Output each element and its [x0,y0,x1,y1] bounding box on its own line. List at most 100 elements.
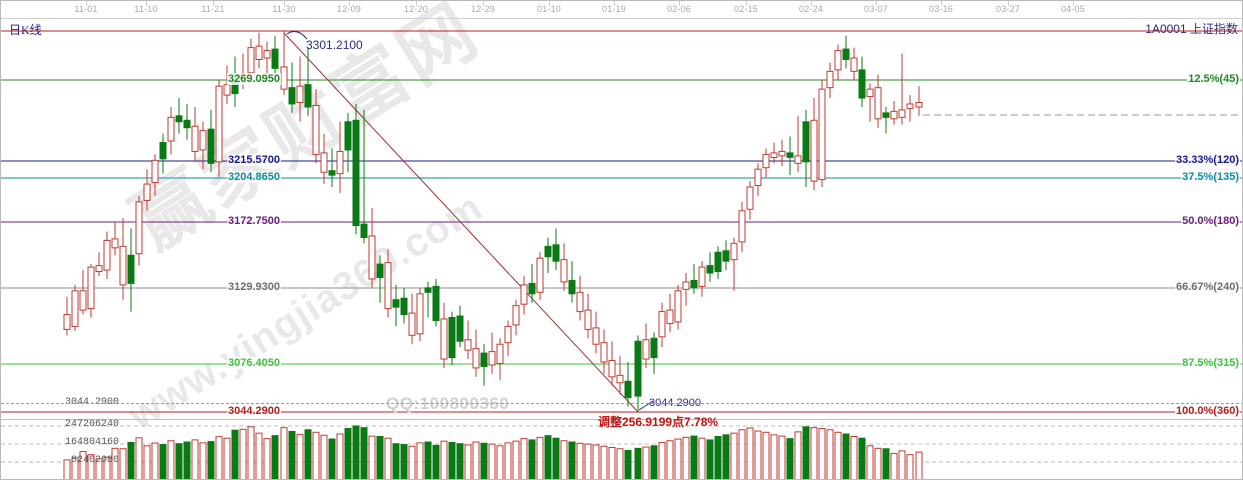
candle-body [528,282,536,295]
candle-body [576,291,584,313]
candlestick [682,273,690,306]
volume-bar [119,448,127,479]
volume-bar [440,440,448,479]
volume-bar [650,445,658,479]
candlestick [472,329,480,377]
candlestick [520,275,528,315]
volume-bar [488,443,496,479]
candlestick [488,332,496,374]
volume-bar [215,436,223,479]
date-tick-label: 11-01 [74,4,98,14]
volume-bar [706,439,714,479]
candlestick [95,252,103,276]
volume-bar [320,434,328,479]
candlestick [874,74,882,128]
candle-body [159,142,167,160]
candlestick [271,35,279,78]
date-tick-label: 01-19 [601,4,627,14]
volume-bar [127,441,135,479]
candlestick [794,115,802,173]
volume-bar [472,441,480,479]
candlestick [842,35,850,69]
candlestick [312,89,320,164]
candlestick [722,240,730,271]
index-name: 上证指数 [1189,22,1238,36]
candle-body [770,152,778,158]
candle-body [608,360,616,378]
candle-body [634,340,642,397]
volume-bar [746,427,754,479]
candle-body [199,130,207,151]
candlestick [698,261,706,297]
candle-body [834,50,842,71]
volume-bar [714,436,722,479]
candle-body [810,119,818,182]
fib-percent-label: 87.5%(315) [1181,357,1240,369]
volume-bar [111,447,119,479]
volume-bar [135,437,143,479]
candlestick [810,98,818,190]
candlestick [111,222,119,256]
volume-bar [536,436,544,479]
candle-body [866,88,874,98]
date-tick [284,1,285,6]
volume-bar [890,452,898,479]
volume-axis-label: 3044.2900 [64,397,119,408]
volume-bar [191,439,199,479]
volume-bar [271,435,279,479]
candlestick [71,284,79,331]
candle-body [312,104,320,155]
candlestick [634,335,642,413]
date-tick [1008,1,1009,6]
candle-body [826,70,834,89]
volume-bar [87,454,95,479]
candlestick [456,305,464,348]
candle-body [682,281,690,290]
candlestick [119,218,127,300]
candle-body [496,343,504,364]
candlestick [344,112,352,173]
candlestick [504,320,512,357]
volume-bar [255,432,263,479]
candle-body [135,201,143,255]
volume-bar [528,439,536,479]
candle-body [794,155,802,164]
volume-pane [1,419,1242,479]
date-tick-label: 11-30 [272,4,296,14]
candlestick [336,121,344,193]
candle-body [344,121,352,151]
candlestick [263,41,271,75]
fib-percent-label: 37.5%(135) [1181,171,1240,183]
candlestick [288,62,296,113]
candle-body [658,311,666,338]
candlestick [167,106,175,155]
candlestick [127,228,135,312]
volume-bar [336,433,344,479]
candle-body [175,115,183,123]
candlestick [882,106,890,134]
candle-body [151,159,159,184]
date-tick [86,1,87,6]
volume-bar [392,443,400,479]
volume-bar [560,440,568,479]
candlestick [135,195,143,266]
volume-bar [794,431,802,479]
date-tick-label: 11-21 [201,4,225,14]
candlestick [496,338,504,380]
low-pointer [638,400,654,411]
candlestick [560,243,568,291]
candlestick [690,264,698,294]
date-tick-label: 03-16 [928,4,954,14]
volume-bar [151,442,159,479]
candlestick [600,329,608,374]
candle-body [915,101,923,108]
candle-body [560,259,568,283]
volume-bar [738,429,746,479]
volume-bar [834,431,842,479]
volume-bar [754,430,762,479]
candle-body [392,299,400,308]
candlestick [915,86,923,116]
candle-body [352,119,360,227]
volume-bar [288,430,296,479]
